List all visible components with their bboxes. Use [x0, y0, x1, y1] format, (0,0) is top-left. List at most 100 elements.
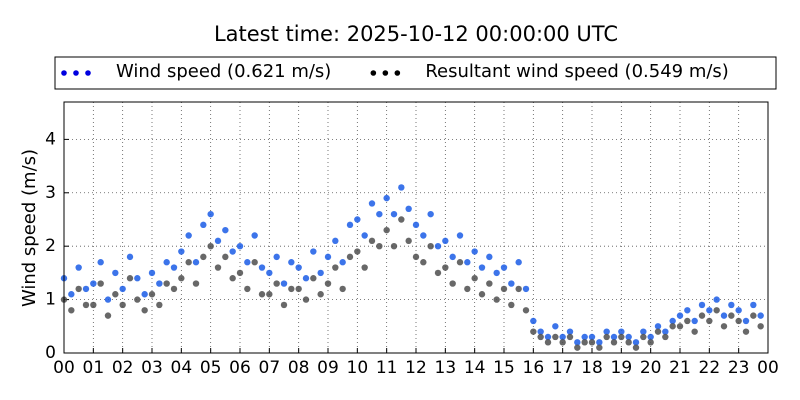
data-point — [112, 291, 119, 298]
data-point — [486, 253, 493, 261]
data-point — [508, 280, 515, 287]
data-point — [625, 333, 632, 341]
data-point — [427, 210, 434, 218]
data-point — [390, 210, 398, 218]
data-point — [332, 237, 339, 245]
data-point — [603, 333, 610, 341]
x-tick-label: 15 — [493, 358, 515, 378]
data-point — [412, 253, 420, 261]
data-point — [522, 307, 530, 314]
data-point — [456, 232, 464, 239]
data-point — [618, 328, 625, 335]
x-tick-label: 19 — [611, 358, 633, 378]
data-point — [757, 323, 764, 330]
data-point — [390, 242, 398, 250]
data-point — [684, 317, 691, 325]
legend-label: Resultant wind speed (0.549 m/s) — [425, 61, 729, 82]
data-point — [185, 232, 192, 239]
data-point — [500, 285, 508, 293]
data-point — [434, 242, 442, 250]
data-point — [640, 333, 647, 341]
data-point — [691, 328, 698, 335]
data-point — [706, 317, 713, 325]
data-point — [273, 280, 280, 287]
data-point — [310, 248, 317, 255]
legend-box — [54, 56, 777, 90]
data-point — [478, 264, 486, 271]
data-point — [251, 259, 258, 266]
y-axis-label: Wind speed (m/s) — [19, 149, 40, 307]
data-point — [618, 333, 625, 341]
data-point — [141, 291, 148, 298]
y-tick-label: 1 — [45, 290, 56, 310]
data-point — [588, 339, 596, 346]
legend-marker — [85, 70, 91, 76]
data-point — [449, 253, 456, 261]
legend-marker — [370, 70, 377, 76]
data-point — [588, 333, 596, 341]
data-point — [530, 328, 537, 335]
data-point — [346, 221, 354, 229]
x-tick-label: 16 — [523, 358, 545, 378]
data-point — [728, 312, 735, 319]
data-point — [266, 291, 273, 298]
data-point — [442, 264, 449, 271]
data-point — [200, 221, 207, 229]
data-point — [302, 296, 310, 303]
x-tick-label: 10 — [347, 358, 369, 378]
data-point — [405, 205, 412, 213]
x-tick-label: 12 — [405, 358, 427, 378]
data-point — [126, 275, 134, 282]
data-point — [486, 280, 493, 287]
data-point — [456, 259, 464, 266]
data-point — [750, 312, 757, 319]
data-point — [581, 333, 588, 341]
data-point — [156, 280, 163, 287]
data-point — [119, 285, 126, 293]
x-tick-label: 07 — [259, 358, 281, 378]
data-point — [222, 226, 229, 234]
data-point — [691, 317, 698, 325]
data-point — [134, 275, 141, 282]
x-tick-label: 13 — [435, 358, 457, 378]
data-point — [500, 264, 508, 271]
data-point — [200, 253, 207, 261]
data-point — [515, 285, 522, 293]
data-point — [566, 328, 574, 335]
y-tick-label: 2 — [45, 236, 56, 256]
data-point — [713, 296, 720, 303]
data-point — [559, 339, 566, 346]
data-point — [383, 194, 390, 202]
x-tick-label: 00 — [757, 358, 779, 378]
data-point — [596, 339, 603, 346]
x-tick-label: 22 — [699, 358, 721, 378]
data-point — [148, 291, 156, 298]
data-point — [82, 285, 90, 293]
data-point — [464, 259, 471, 266]
data-point — [412, 221, 420, 229]
data-point — [361, 232, 368, 239]
data-point — [530, 317, 537, 325]
data-point — [552, 323, 559, 330]
data-point — [742, 328, 750, 335]
data-point — [508, 301, 515, 309]
data-point — [449, 280, 456, 287]
data-point — [398, 216, 405, 223]
data-point — [742, 317, 750, 325]
data-point — [596, 344, 603, 351]
x-tick-label: 00 — [53, 358, 75, 378]
y-tick-label: 4 — [45, 129, 56, 149]
chart-title: Latest time: 2025-10-12 00:00:00 UTC — [214, 22, 618, 46]
data-point — [552, 333, 559, 341]
data-point — [170, 285, 178, 293]
y-tick-label: 0 — [45, 343, 56, 363]
data-point — [214, 237, 222, 245]
legend-marker — [73, 70, 79, 76]
data-point — [610, 333, 618, 341]
data-point — [244, 285, 251, 293]
data-point — [750, 301, 757, 309]
data-point — [368, 237, 376, 245]
data-point — [324, 253, 332, 261]
data-point — [420, 232, 427, 239]
x-tick-label: 23 — [728, 358, 750, 378]
